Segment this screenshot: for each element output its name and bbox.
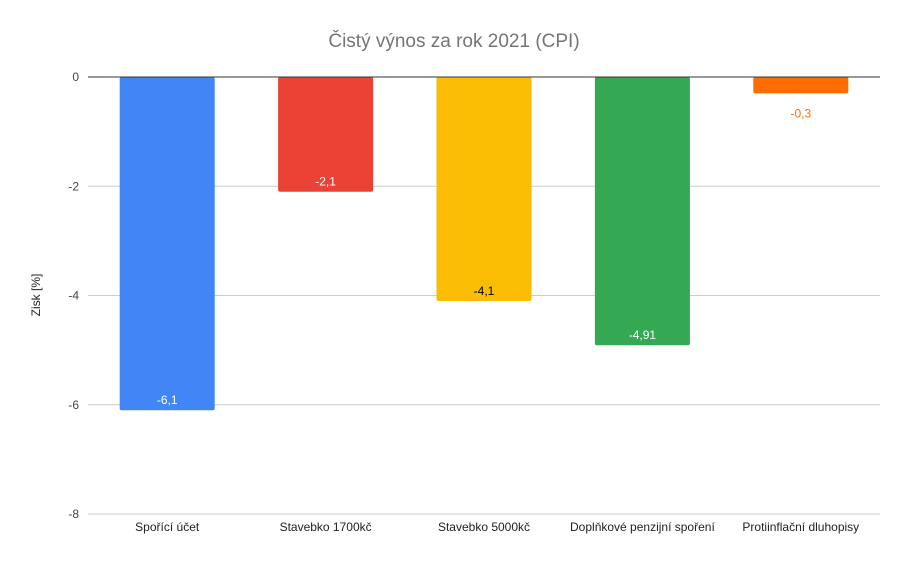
category-labels: Spořící účet Stavebko 1700kč Stavebko 5000…	[135, 520, 859, 534]
data-label: -2,1	[315, 175, 336, 189]
y-tick-label: 0	[72, 70, 79, 84]
data-labels: -6,1 -2,1 -4,1 -4,91 -0,3	[157, 106, 812, 407]
bar	[119, 77, 215, 411]
data-label: -4,1	[474, 284, 495, 298]
category-label: Protiinflační dluhopisy	[742, 520, 859, 534]
category-label: Stavebko 1700kč	[280, 520, 372, 534]
bar	[753, 77, 849, 94]
data-label: -0,3	[790, 106, 811, 120]
y-tick-label: -2	[68, 179, 79, 193]
data-label: -4,91	[629, 328, 657, 342]
bars	[119, 77, 849, 411]
category-label: Doplňkové penzijní spoření	[570, 520, 715, 534]
bar	[594, 77, 690, 346]
y-tick-label: -8	[68, 507, 79, 521]
category-label: Stavebko 5000kč	[438, 520, 530, 534]
bar	[436, 77, 532, 301]
category-label: Spořící účet	[135, 520, 200, 534]
bar	[278, 77, 374, 192]
data-label: -6,1	[157, 393, 178, 407]
chart-title: Čistý výnos za rok 2021 (CPI)	[328, 30, 579, 52]
y-axis-label: Zisk [%]	[29, 274, 43, 317]
y-tick-labels: 0 -2 -4 -6 -8	[68, 70, 79, 521]
y-tick-label: -6	[68, 398, 79, 412]
y-tick-label: -4	[68, 289, 79, 303]
